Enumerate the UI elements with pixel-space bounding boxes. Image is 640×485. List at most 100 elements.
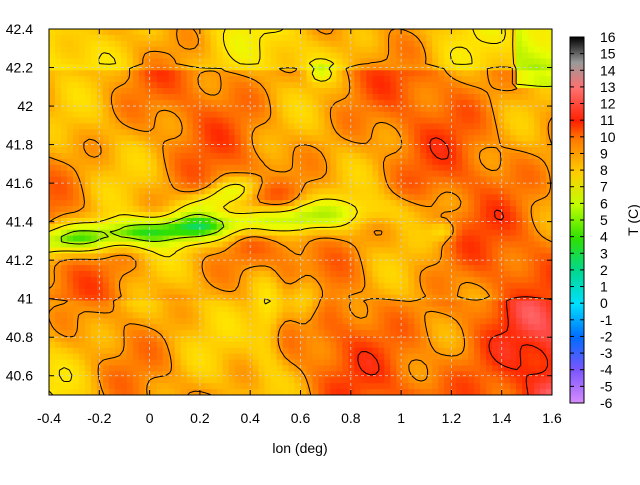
heat-cell [450,353,457,361]
heat-cell [96,147,104,154]
heat-cell [528,123,535,130]
heat-cell [444,158,451,166]
heat-cell [168,206,176,213]
heat-cell [540,117,547,125]
heat-cell [204,212,212,219]
heat-cell [84,253,92,260]
heat-cell [366,135,373,142]
heat-cell [49,235,56,243]
heat-cell [150,271,158,278]
heat-cell [456,212,463,219]
heat-cell [324,206,332,213]
heat-cell [90,359,98,367]
heat-cell [330,276,338,284]
heat-cell [180,70,188,77]
heat-cell [78,135,86,142]
heat-cell [450,135,457,142]
heat-cell [306,194,314,201]
heat-cell [108,259,116,266]
heat-cell [444,29,451,36]
heat-cell [180,347,188,355]
heat-cell [216,377,224,384]
heat-cell [420,105,427,113]
heat-cell [144,58,152,66]
heat-cell [510,265,517,272]
heat-cell [150,359,158,367]
heat-cell [72,147,80,154]
heat-cell [492,312,499,319]
heat-cell [204,147,212,154]
heat-cell [324,300,332,308]
heat-cell [330,176,338,184]
heat-cell [162,88,170,95]
heat-cell [60,341,68,349]
heat-cell [168,170,176,178]
heat-cell [102,259,110,266]
heat-cell [540,306,547,313]
heat-cell [534,158,541,166]
heat-cell [528,152,535,160]
heat-cell [372,88,379,95]
heat-cell [156,152,164,160]
heat-cell [462,164,469,172]
heat-cell [72,259,80,266]
heat-cell [216,29,224,36]
heat-cell [546,34,552,42]
heat-cell [360,229,367,237]
heat-cell [438,312,445,319]
heat-cell [108,46,116,54]
heat-cell [126,152,134,160]
heat-cell [432,194,439,201]
heat-cell [144,117,152,125]
heat-cell [126,76,134,83]
heat-cell [240,29,248,36]
heat-cell [198,76,206,83]
heat-cell [354,200,361,207]
heat-cell [234,377,242,384]
heat-cell [96,282,104,290]
heat-cell [96,105,104,113]
heat-cell [60,29,68,36]
heat-cell [510,88,517,95]
heat-cell [60,306,68,313]
heat-cell [456,282,463,290]
heat-cell [174,212,182,219]
heat-cell [438,217,445,225]
heat-cell [210,158,218,166]
heat-cell [156,235,164,243]
heat-cell [384,335,391,343]
heat-cell [318,46,326,54]
heat-cell [198,318,206,325]
heat-cell [246,318,254,325]
heat-cell [462,235,469,243]
heat-cell [366,70,373,77]
heat-cell [366,76,373,83]
heat-cell [396,52,403,60]
heat-cell [126,158,134,166]
heat-cell [342,34,350,42]
heat-cell [384,294,391,302]
heat-cell [546,353,552,361]
heat-cell [318,58,326,66]
heat-cell [168,229,176,237]
heat-cell [222,40,230,48]
heat-cell [108,365,116,372]
heat-cell [84,330,92,337]
heat-cell [168,306,176,313]
heat-cell [474,123,481,130]
heat-cell [54,335,62,343]
heat-cell [186,206,194,213]
heat-cell [66,276,74,284]
heat-cell [372,99,379,107]
heat-cell [216,235,224,243]
heat-cell [282,105,290,113]
heat-cell [312,300,320,308]
heat-cell [396,306,403,313]
heat-cell [162,147,170,154]
heat-cell [300,52,308,60]
heat-cell [300,241,308,249]
heat-cell [132,76,140,83]
heat-cell [186,111,194,119]
heat-cell [522,365,529,372]
heat-cell [474,40,481,48]
